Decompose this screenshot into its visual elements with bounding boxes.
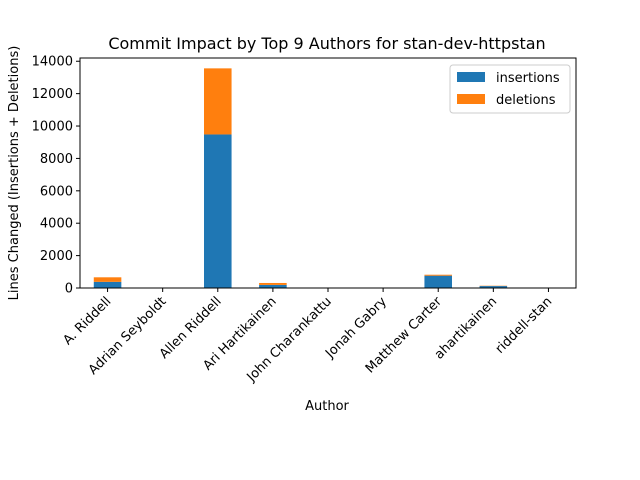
plot-frame (79, 57, 577, 289)
legend-label-deletions: deletions (496, 93, 556, 108)
y-tick-label: 8000 (40, 152, 73, 167)
legend-swatch-deletions (457, 94, 485, 104)
bar-deletions-2 (204, 68, 232, 135)
y-tick-label: 2000 (40, 249, 73, 264)
y-tick-label: 6000 (40, 184, 73, 199)
bars-group (93, 68, 563, 288)
legend: insertions deletions (449, 64, 571, 114)
bar-insertions-6 (424, 275, 452, 288)
y-tick-label: 4000 (40, 217, 73, 232)
x-axis-label: Author (305, 399, 349, 414)
y-axis: 0 2000 4000 6000 8000 10000 12000 14000 (32, 55, 80, 297)
bar-insertions-7 (479, 286, 508, 288)
x-tick-label: A. Riddell (60, 294, 114, 348)
legend-swatch-insertions (457, 72, 485, 82)
chart-title: Commit Impact by Top 9 Authors for stan-… (108, 34, 545, 53)
bar-deletions-6 (424, 274, 452, 276)
bar-insertions-0 (93, 281, 122, 288)
bar-deletions-3 (259, 282, 287, 285)
x-tick-label: riddell-stan (493, 294, 556, 357)
legend-label-insertions: insertions (496, 71, 560, 86)
y-tick-label: 10000 (32, 120, 73, 135)
y-tick-label: 0 (65, 282, 73, 297)
y-tick-label: 14000 (32, 55, 73, 70)
bar-insertions-2 (204, 134, 232, 288)
bar-insertions-3 (259, 284, 287, 288)
y-axis-label: Lines Changed (Insertions + Deletions) (7, 46, 22, 301)
bar-deletions-0 (93, 277, 122, 282)
y-tick-label: 12000 (32, 87, 73, 102)
